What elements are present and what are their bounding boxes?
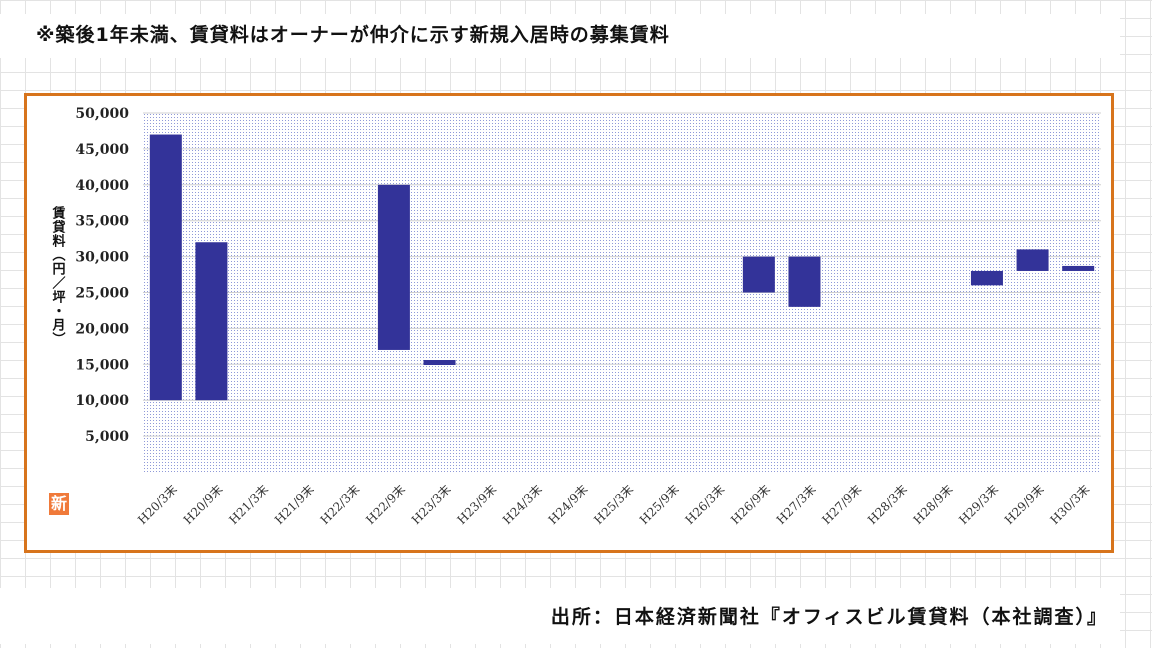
y-axis-label: 賃貸料（円／坪・月）: [50, 205, 67, 346]
bar-H29/9末: [1016, 249, 1049, 271]
x-tick-label: H20/3末: [135, 482, 180, 527]
x-tick-label: H25/3末: [591, 482, 636, 527]
x-tick-label: H29/3末: [956, 482, 1001, 527]
bar-H20/9末: [195, 242, 228, 401]
y-tick-label: 35,000: [75, 214, 129, 230]
y-tick-label: 50,000: [75, 106, 129, 122]
y-tick-label: 10,000: [75, 393, 129, 409]
x-tick-label: H23/3末: [409, 482, 454, 527]
bar-H26/9末: [742, 256, 775, 293]
x-tick-label: H27/9末: [819, 482, 864, 527]
x-tick-label: H26/9末: [728, 482, 773, 527]
bar-H23/3末: [423, 360, 456, 366]
y-tick-label: 25,000: [75, 286, 129, 302]
x-tick-label: H23/9末: [454, 482, 499, 527]
y-tick-label: 20,000: [75, 321, 129, 337]
bar-H30/3末: [1062, 265, 1095, 271]
new-badge-icon: 新: [49, 493, 69, 515]
x-tick-label: H24/9末: [546, 482, 591, 527]
bar-H22/9末: [377, 184, 410, 350]
x-tick-label: H26/3末: [683, 482, 728, 527]
x-tick-label: H25/9末: [637, 482, 682, 527]
bar-H29/3末: [970, 270, 1003, 286]
y-tick-label: 40,000: [75, 178, 129, 194]
y-tick-labels: 50,000 45,000 40,000 35,000 30,000 25,000 20,0…: [75, 106, 129, 445]
grid-lines: [143, 112, 1101, 437]
x-tick-label: H21/3末: [226, 482, 271, 527]
footer-band: [0, 588, 1120, 644]
x-tick-labels: H20/3末 H20/9末 H21/3末 H21/9末 H22/3末 H22/9末 H23/…: [135, 482, 1092, 527]
x-tick-label: H22/3末: [318, 482, 363, 527]
bar-H20/3末: [149, 134, 182, 401]
y-tick-label: 45,000: [75, 142, 129, 158]
x-tick-label: H29/9末: [1002, 482, 1047, 527]
y-tick-label: 15,000: [75, 357, 129, 373]
x-tick-label: H30/3末: [1047, 482, 1092, 527]
x-tick-label: H28/3末: [865, 482, 910, 527]
y-tick-label: 5,000: [85, 429, 129, 445]
x-tick-label: H21/9末: [272, 482, 317, 527]
chart-note: ※築後1年未満、賃貸料はオーナーが仲介に示す新規入居時の募集賃料: [36, 24, 670, 46]
x-tick-label: H28/9末: [911, 482, 956, 527]
header-band: [0, 14, 1120, 58]
x-tick-label: H20/9末: [181, 482, 226, 527]
y-tick-label: 30,000: [75, 250, 129, 266]
x-tick-label: H24/3末: [500, 482, 545, 527]
bars: [149, 134, 1095, 401]
x-tick-label: H22/9末: [363, 482, 408, 527]
bar-H27/3末: [788, 256, 821, 307]
x-tick-label: H27/3末: [774, 482, 819, 527]
source-credit: 出所：日本経済新聞社『オフィスビル賃貸料（本社調査）』: [550, 606, 1108, 628]
